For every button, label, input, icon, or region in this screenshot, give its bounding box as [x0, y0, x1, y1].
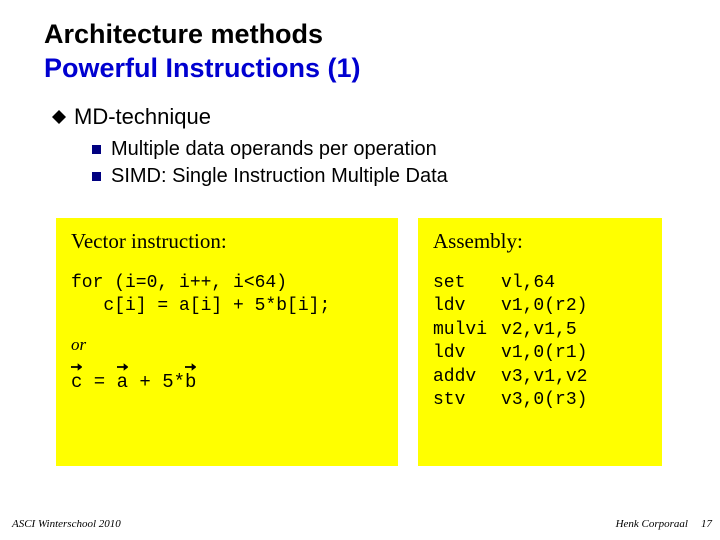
asm-args: v1,0(r2) — [501, 295, 591, 318]
vec-plus-text: + 5* — [128, 371, 185, 393]
asm-row: ldvv1,0(r2) — [433, 295, 591, 318]
asm-args: v2,v1,5 — [501, 319, 591, 342]
slide-title: Architecture methods Powerful Instructio… — [44, 18, 361, 86]
box-title: Vector instruction: — [71, 229, 383, 254]
vec-var-text: b — [185, 371, 196, 393]
vector-equation: c = a + 5* b — [71, 371, 383, 393]
title-line-1: Architecture methods — [44, 18, 361, 52]
assembly-box: Assembly: setvl,64 ldvv1,0(r2) mulviv2,v… — [418, 218, 662, 466]
asm-args: vl,64 — [501, 272, 591, 295]
vec-var-text: c — [71, 371, 82, 393]
slide: Architecture methods Powerful Instructio… — [0, 0, 720, 540]
sub-bullet-text: SIMD: Single Instruction Multiple Data — [111, 165, 448, 188]
title-line-2: Powerful Instructions (1) — [44, 52, 361, 86]
main-bullet: MD-technique — [52, 104, 211, 130]
asm-row: setvl,64 — [433, 272, 591, 295]
asm-op: ldv — [433, 295, 501, 318]
code-line: c[i] = a[i] + 5*b[i]; — [71, 296, 330, 316]
vec-var-text: a — [117, 371, 128, 393]
vec-var-b: b — [185, 371, 196, 393]
asm-args: v3,0(r3) — [501, 389, 591, 412]
asm-args: v3,v1,v2 — [501, 366, 591, 389]
asm-op: stv — [433, 389, 501, 412]
sub-bullet: SIMD: Single Instruction Multiple Data — [92, 165, 448, 188]
vec-eq-text: = — [82, 371, 116, 393]
sub-bullet-list: Multiple data operands per operation SIM… — [92, 138, 448, 192]
asm-op: ldv — [433, 342, 501, 365]
vec-var-c: c — [71, 371, 82, 393]
code-block: for (i=0, i++, i<64) c[i] = a[i] + 5*b[i… — [71, 272, 383, 317]
main-bullet-text: MD-technique — [74, 104, 211, 130]
arrow-icon — [185, 362, 196, 372]
asm-table: setvl,64 ldvv1,0(r2) mulviv2,v1,5 ldvv1,… — [433, 272, 591, 412]
vector-instruction-box: Vector instruction: for (i=0, i++, i<64)… — [56, 218, 398, 466]
or-label: or — [71, 335, 383, 355]
asm-op: set — [433, 272, 501, 295]
content-boxes: Vector instruction: for (i=0, i++, i<64)… — [56, 218, 662, 466]
code-line: for (i=0, i++, i<64) — [71, 273, 287, 293]
asm-row: addvv3,v1,v2 — [433, 366, 591, 389]
asm-op: mulvi — [433, 319, 501, 342]
sub-bullet-text: Multiple data operands per operation — [111, 138, 437, 161]
footer-page-number: 17 — [701, 518, 712, 530]
asm-row: ldvv1,0(r1) — [433, 342, 591, 365]
asm-args: v1,0(r1) — [501, 342, 591, 365]
footer-right: Henk Corporaal — [616, 518, 688, 530]
square-icon — [92, 145, 101, 154]
box-title: Assembly: — [433, 229, 647, 254]
vec-var-a: a — [117, 371, 128, 393]
diamond-icon — [52, 110, 66, 124]
square-icon — [92, 172, 101, 181]
arrow-icon — [117, 362, 128, 372]
footer-left: ASCI Winterschool 2010 — [12, 518, 121, 530]
asm-row: stvv3,0(r3) — [433, 389, 591, 412]
asm-row: mulviv2,v1,5 — [433, 319, 591, 342]
asm-op: addv — [433, 366, 501, 389]
sub-bullet: Multiple data operands per operation — [92, 138, 448, 161]
arrow-icon — [71, 362, 82, 372]
